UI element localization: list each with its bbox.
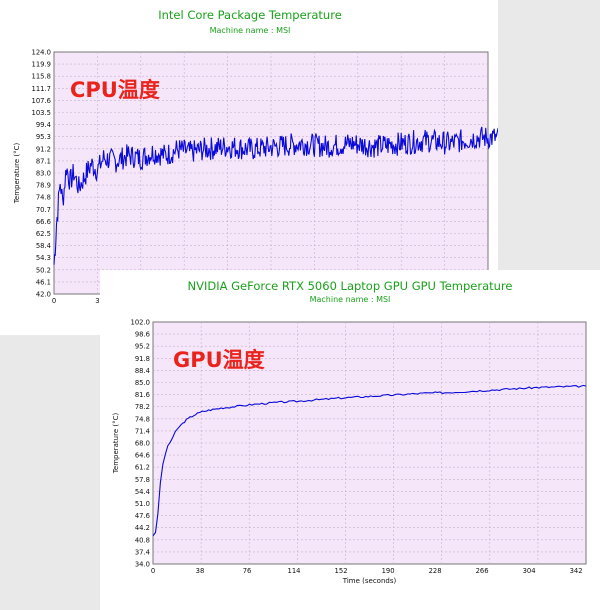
y-tick-label: 78.2	[135, 403, 150, 411]
y-tick-label: 50.2	[36, 266, 51, 274]
cpu-chart-svg: 124.0 119.9 115.8 111.7 107.6 103.5 99.4 95.3 91…	[13, 49, 498, 305]
y-tick-label: 46.1	[36, 278, 51, 286]
y-tick-label: 103.5	[32, 109, 51, 117]
y-tick-label: 95.3	[36, 133, 51, 141]
temperature-series-line	[152, 384, 587, 537]
x-tick-label: 76	[243, 567, 252, 575]
y-tick-label: 66.6	[36, 218, 51, 226]
x-tick-label: 266	[476, 567, 489, 575]
y-tick-label: 57.8	[135, 476, 150, 484]
y-tick-label: 34.0	[135, 561, 150, 569]
y-tick-label: 64.6	[135, 452, 150, 460]
y-tick-label: 40.8	[135, 536, 150, 544]
cpu-overlay-label: CPU温度	[70, 78, 160, 102]
y-tick-label: 58.4	[36, 242, 51, 250]
y-tick-label: 70.7	[36, 206, 51, 214]
y-tick-label: 83.0	[36, 170, 51, 178]
y-tick-label: 37.4	[135, 548, 150, 556]
x-tick-label: 3	[95, 297, 99, 305]
x-tick-label: 114	[288, 567, 301, 575]
x-tick-label: 0	[151, 567, 155, 575]
x-axis-label: Time (seconds)	[342, 577, 397, 585]
y-tick-label: 71.4	[135, 427, 150, 435]
y-tick-label: 44.2	[135, 524, 150, 532]
temperature-series-line	[53, 126, 498, 265]
gpu-chart-title: NVIDIA GeForce RTX 5060 Laptop GPU GPU T…	[187, 279, 513, 293]
cpu-chart-title: Intel Core Package Temperature	[158, 8, 342, 22]
cpu-chart-subtitle: Machine name : MSI	[209, 26, 291, 35]
y-tick-label: 68.0	[135, 440, 150, 448]
y-tick-label: 87.1	[36, 157, 51, 165]
y-tick-label: 115.8	[32, 73, 51, 81]
y-tick-label: 85.0	[135, 379, 150, 387]
y-tick-label: 98.6	[135, 331, 150, 339]
y-tick-label: 95.2	[135, 343, 150, 351]
y-tick-label: 91.2	[36, 145, 51, 153]
x-tick-label: 152	[335, 567, 348, 575]
y-tick-label: 74.8	[135, 415, 150, 423]
y-tick-label: 81.6	[135, 391, 150, 399]
y-tick-label: 74.8	[36, 194, 51, 202]
y-axis-label: Temperature (°C)	[112, 413, 120, 475]
gpu-chart-subtitle: Machine name : MSI	[309, 295, 391, 304]
x-tick-label: 38	[196, 567, 205, 575]
y-tick-label: 54.4	[135, 488, 150, 496]
y-tick-label: 54.3	[36, 254, 51, 262]
x-tick-label: 228	[429, 567, 442, 575]
y-tick-label: 88.4	[135, 367, 150, 375]
gpu-chart-svg: 102.0 98.6 95.2 91.8 88.4 85.0 81.6 78.2 74.8 71.…	[112, 319, 587, 585]
y-tick-label: 119.9	[32, 61, 51, 69]
y-tick-label: 61.2	[135, 464, 150, 472]
background-strip-right	[498, 0, 600, 270]
gpu-chart-panel: NVIDIA GeForce RTX 5060 Laptop GPU GPU T…	[100, 270, 600, 610]
y-tick-label: 107.6	[32, 97, 51, 105]
y-tick-label: 111.7	[32, 85, 51, 93]
y-tick-label: 47.6	[135, 512, 150, 520]
y-tick-label: 42.0	[36, 291, 51, 299]
y-tick-label: 102.0	[131, 319, 150, 327]
gpu-overlay-label: GPU温度	[173, 348, 265, 372]
y-tick-label: 51.0	[135, 500, 150, 508]
x-tick-label: 342	[570, 567, 583, 575]
y-tick-label: 99.4	[36, 121, 51, 129]
background-strip-left	[0, 335, 100, 610]
y-tick-label: 78.9	[36, 182, 51, 190]
y-tick-label: 124.0	[32, 49, 51, 57]
y-tick-label: 62.5	[36, 230, 51, 238]
y-axis-label: Temperature (°C)	[13, 143, 21, 205]
x-tick-label: 0	[52, 297, 56, 305]
x-tick-label: 190	[382, 567, 395, 575]
y-tick-label: 91.8	[135, 355, 150, 363]
x-tick-label: 304	[523, 567, 536, 575]
